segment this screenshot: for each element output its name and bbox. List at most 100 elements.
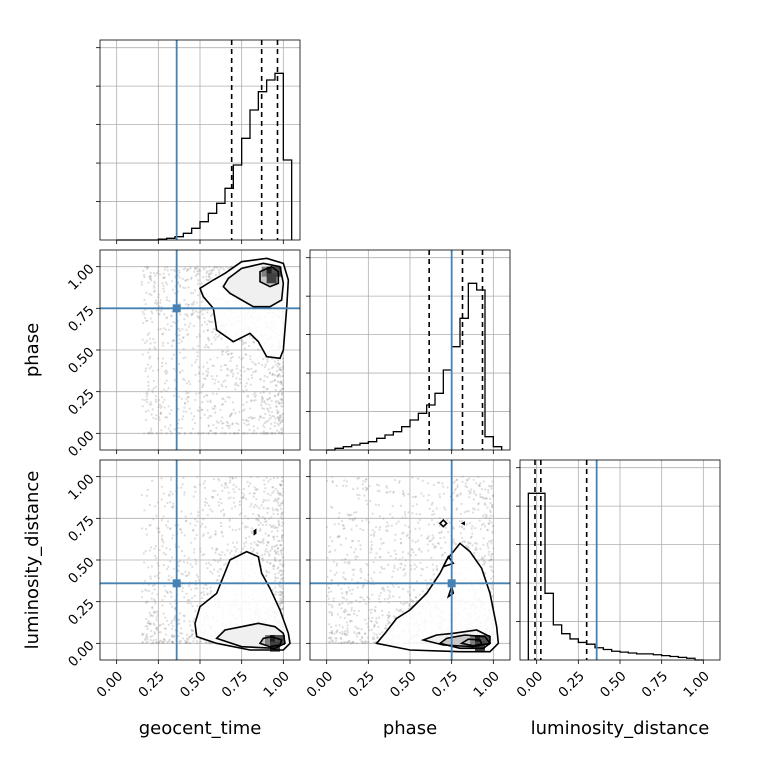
sample-point bbox=[335, 564, 338, 567]
sample-point bbox=[205, 501, 209, 504]
sample-point bbox=[195, 273, 199, 276]
sample-point bbox=[278, 431, 281, 434]
sample-point bbox=[340, 641, 343, 645]
sample-point bbox=[162, 641, 165, 644]
sample-point bbox=[343, 633, 346, 636]
sample-point bbox=[422, 494, 425, 498]
sample-point bbox=[192, 640, 195, 643]
sample-point bbox=[259, 541, 262, 544]
sample-point bbox=[227, 424, 230, 427]
sample-point bbox=[386, 597, 390, 600]
sample-point bbox=[406, 590, 410, 593]
sample-point bbox=[183, 614, 186, 618]
sample-point bbox=[471, 544, 474, 547]
sample-point bbox=[202, 482, 205, 485]
sample-point bbox=[395, 522, 398, 525]
sample-point bbox=[178, 395, 181, 398]
sample-point bbox=[381, 631, 384, 634]
sample-point bbox=[211, 377, 214, 381]
sample-point bbox=[154, 638, 158, 641]
sample-point bbox=[154, 611, 157, 614]
sample-point bbox=[251, 337, 254, 340]
sample-point bbox=[188, 432, 191, 435]
sample-point bbox=[247, 423, 251, 426]
sample-point bbox=[158, 624, 161, 627]
sample-point bbox=[482, 543, 485, 546]
sample-point bbox=[218, 265, 221, 268]
sample-point bbox=[169, 429, 172, 433]
sample-point bbox=[222, 514, 226, 517]
sample-point bbox=[222, 380, 225, 383]
sample-point bbox=[163, 595, 166, 598]
sample-point bbox=[228, 481, 232, 484]
sample-point bbox=[256, 475, 259, 479]
sample-point bbox=[281, 398, 284, 402]
sample-point bbox=[439, 531, 442, 534]
sample-point bbox=[491, 494, 495, 497]
sample-point bbox=[459, 512, 462, 516]
sample-point bbox=[338, 624, 341, 627]
sample-point bbox=[171, 640, 174, 643]
sample-point bbox=[356, 586, 359, 589]
sample-point bbox=[219, 510, 223, 513]
sample-point bbox=[257, 514, 261, 517]
sample-point bbox=[275, 543, 278, 547]
sample-point bbox=[483, 555, 486, 558]
sample-point bbox=[214, 338, 217, 341]
sample-point bbox=[270, 525, 273, 529]
sample-point bbox=[166, 283, 169, 286]
sample-point bbox=[146, 390, 149, 393]
sample-point bbox=[441, 482, 444, 485]
sample-point bbox=[192, 300, 195, 303]
sample-point bbox=[152, 611, 155, 614]
sample-point bbox=[263, 386, 266, 389]
sample-point bbox=[356, 635, 359, 638]
sample-point bbox=[277, 410, 280, 413]
sample-point bbox=[262, 498, 265, 501]
sample-point bbox=[264, 420, 268, 423]
sample-point bbox=[281, 397, 284, 400]
sample-point bbox=[478, 484, 481, 487]
sample-point bbox=[249, 407, 252, 410]
sample-point bbox=[180, 486, 183, 489]
sample-point bbox=[155, 309, 158, 312]
sample-point bbox=[167, 640, 170, 643]
sample-point bbox=[170, 268, 173, 271]
sample-point bbox=[153, 341, 156, 344]
sample-point bbox=[484, 497, 487, 500]
sample-point bbox=[235, 421, 238, 425]
sample-point bbox=[148, 355, 152, 358]
sample-point bbox=[202, 365, 205, 368]
sample-point bbox=[164, 432, 167, 435]
sample-point bbox=[196, 604, 199, 608]
sample-point bbox=[281, 357, 285, 360]
sample-point bbox=[348, 639, 351, 643]
sample-point bbox=[370, 577, 373, 580]
sample-point bbox=[190, 432, 193, 435]
sample-point bbox=[196, 270, 199, 273]
sample-point bbox=[330, 610, 333, 614]
sample-point bbox=[490, 586, 493, 589]
sample-point bbox=[277, 393, 280, 396]
sample-point bbox=[144, 528, 148, 531]
sample-point bbox=[148, 357, 151, 360]
sample-point bbox=[244, 515, 247, 518]
sample-point bbox=[274, 590, 277, 593]
sample-point bbox=[232, 501, 236, 504]
sample-point bbox=[172, 353, 175, 356]
sample-point bbox=[404, 572, 407, 575]
sample-point bbox=[211, 364, 214, 367]
sample-point bbox=[200, 300, 204, 303]
sample-point bbox=[207, 337, 210, 340]
sample-point bbox=[279, 602, 282, 605]
sample-point bbox=[237, 432, 240, 435]
sample-point bbox=[490, 569, 493, 572]
x-axis-title-luminosity_distance: luminosity_distance bbox=[531, 718, 710, 739]
sample-point bbox=[167, 405, 170, 408]
sample-point bbox=[384, 627, 387, 630]
sample-point bbox=[279, 597, 282, 600]
sample-point bbox=[479, 495, 482, 499]
sample-point bbox=[262, 432, 265, 435]
sample-point bbox=[272, 432, 275, 435]
sample-point bbox=[384, 624, 388, 627]
